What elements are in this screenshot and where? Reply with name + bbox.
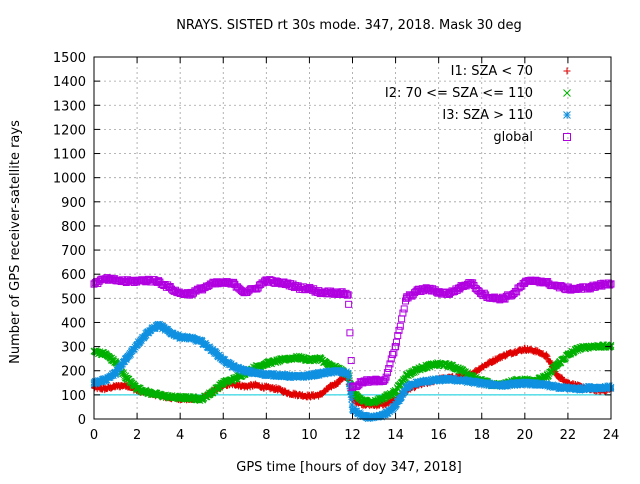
data-point — [285, 373, 291, 379]
data-point — [317, 371, 323, 377]
y-tick-label: 1500 — [53, 51, 86, 66]
y-tick-label: 1200 — [53, 123, 86, 138]
x-tick-label: 24 — [603, 428, 620, 443]
data-point — [166, 329, 172, 335]
y-tick-label: 100 — [61, 389, 86, 404]
data-point — [586, 385, 592, 391]
data-point — [145, 329, 151, 335]
data-point — [334, 368, 340, 374]
x-tick-label: 18 — [473, 428, 490, 443]
data-point — [347, 330, 353, 336]
data-point — [123, 356, 129, 362]
data-point — [274, 372, 280, 378]
data-point — [348, 396, 354, 402]
data-point — [134, 341, 140, 347]
data-point — [188, 335, 194, 341]
data-point — [399, 316, 405, 322]
data-point — [156, 322, 162, 328]
x-tick-label: 6 — [219, 428, 227, 443]
y-tick-label: 1100 — [53, 148, 86, 163]
data-point — [576, 386, 582, 392]
data-point — [554, 384, 560, 390]
data-point — [382, 412, 388, 418]
data-point — [346, 301, 352, 307]
data-point — [543, 382, 549, 388]
data-point — [209, 347, 215, 353]
data-point — [113, 370, 119, 376]
data-point — [533, 381, 539, 387]
data-point — [220, 357, 226, 363]
data-point — [263, 371, 269, 377]
data-point — [350, 406, 356, 412]
data-point — [199, 339, 205, 345]
x-tick-label: 16 — [430, 428, 447, 443]
legend-label-i3: I3: SZA > 110 — [442, 108, 533, 123]
chart-title: NRAYS. SISTED rt 30s mode. 347, 2018. Ma… — [176, 18, 522, 33]
legend: I1: SZA < 70 I2: 70 <= SZA <= 110 I3: SZA … — [385, 64, 571, 145]
y-tick-label: 200 — [61, 365, 86, 380]
data-point — [597, 385, 603, 391]
data-point — [446, 376, 452, 382]
x-tick-label: 22 — [560, 428, 577, 443]
y-tick-label: 1300 — [53, 99, 86, 114]
data-point — [522, 380, 528, 386]
x-tick-label: 0 — [90, 428, 98, 443]
x-tick-label: 20 — [517, 428, 534, 443]
x-tick-label: 14 — [387, 428, 404, 443]
x-tick-label: 4 — [176, 428, 184, 443]
data-point — [414, 380, 420, 386]
data-point — [393, 403, 399, 409]
y-tick-label: 0 — [78, 413, 86, 428]
data-point — [500, 382, 506, 388]
data-point — [371, 415, 377, 421]
data-point — [253, 370, 259, 376]
legend-label-i2: I2: 70 <= SZA <= 110 — [385, 86, 533, 101]
data-point — [457, 377, 463, 383]
data-point — [242, 368, 248, 374]
data-point — [511, 381, 517, 387]
data-point — [468, 379, 474, 385]
data-point — [345, 371, 351, 377]
legend-marker-global — [564, 134, 571, 141]
y-tick-label: 800 — [61, 220, 86, 235]
data-point — [490, 382, 496, 388]
legend-label-i1: I1: SZA < 70 — [451, 64, 533, 79]
data-point — [296, 374, 302, 380]
data-point — [479, 380, 485, 386]
x-tick-label: 8 — [262, 428, 270, 443]
x-tick-label: 10 — [301, 428, 318, 443]
data-point — [341, 370, 347, 376]
y-tick-label: 400 — [61, 316, 86, 331]
y-tick-label: 1000 — [53, 172, 86, 187]
y-tick-label: 500 — [61, 292, 86, 307]
y-tick-label: 600 — [61, 268, 86, 283]
data-point — [565, 385, 571, 391]
y-tick-label: 900 — [61, 196, 86, 211]
legend-label-global: global — [493, 130, 533, 145]
data-point — [348, 358, 354, 364]
legend-marker-i1 — [564, 68, 571, 75]
y-tick-label: 1400 — [53, 75, 86, 90]
x-tick-label: 12 — [344, 428, 361, 443]
data-point — [102, 377, 108, 383]
data-point — [231, 364, 237, 370]
legend-marker-i2 — [564, 90, 571, 97]
x-tick-label: 2 — [133, 428, 141, 443]
x-axis-label: GPS time [hours of doy 347, 2018] — [236, 460, 461, 475]
data-point — [328, 369, 334, 375]
data-point — [403, 385, 409, 391]
legend-marker-i3 — [564, 112, 571, 119]
y-tick-label: 700 — [61, 244, 86, 259]
y-tick-label: 300 — [61, 341, 86, 356]
data-point — [436, 377, 442, 383]
data-point — [306, 373, 312, 379]
data-point — [425, 378, 431, 384]
data-point — [177, 334, 183, 340]
grid — [94, 57, 611, 419]
y-axis-label: Number of GPS receiver-satellite rays — [8, 120, 23, 364]
